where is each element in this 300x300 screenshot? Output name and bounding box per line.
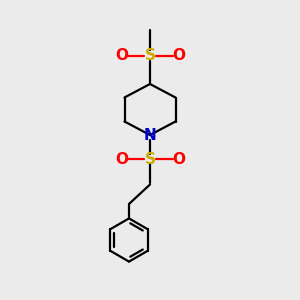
Text: S: S xyxy=(145,48,155,63)
Text: N: N xyxy=(144,128,156,142)
Text: O: O xyxy=(172,48,185,63)
Text: O: O xyxy=(115,152,128,166)
Text: O: O xyxy=(172,152,185,166)
Text: S: S xyxy=(145,152,155,166)
Text: O: O xyxy=(115,48,128,63)
